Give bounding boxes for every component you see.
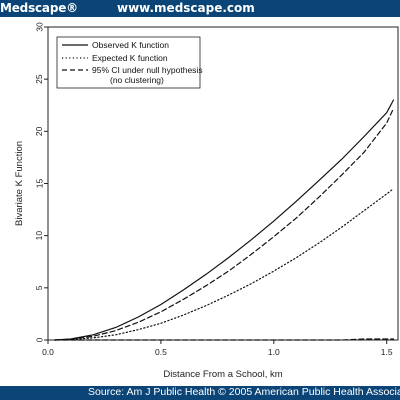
x-tick-label: 1.5 [381,347,393,357]
x-tick-label: 0.5 [155,347,167,357]
y-axis-label: Bivariate K Function [14,141,25,226]
y-tick-label: 15 [34,179,44,189]
y-tick-label: 30 [34,22,44,32]
y-tick-label: 20 [34,126,44,136]
y-tick-label: 0 [34,337,44,342]
brand-logo[interactable]: Medscape® [0,1,78,15]
series-line-observed-k-function [54,99,395,341]
k-function-chart: 0.0 0.5 1.0 1.5 0 5 10 15 20 25 30 Distance From a … [14,22,399,380]
legend-label: Expected K function [92,53,168,63]
footer-bar: Source: Am J Public Health © 2005 Americ… [0,386,400,400]
series-line-expected-k-function [54,188,395,341]
source-credit: Source: Am J Public Health © 2005 Americ… [88,386,400,398]
site-url[interactable]: www.medscape.com [117,1,255,15]
header-bar: Medscape® www.medscape.com [0,0,400,17]
legend-label: 95% CI under null hypothesis [92,65,203,75]
y-tick-label: 5 [34,285,44,290]
legend-label: (no clustering) [110,75,164,85]
legend-label: Observed K function [92,40,169,50]
x-tick-label: 1.0 [268,347,280,357]
y-tick-label: 25 [34,74,44,84]
x-axis-label: Distance From a School, km [163,369,282,380]
x-tick-label: 0.0 [42,347,54,357]
y-tick-label: 10 [34,231,44,241]
series-line-95-ci-lower [54,338,395,341]
series-line-95-ci-upper [54,107,395,341]
